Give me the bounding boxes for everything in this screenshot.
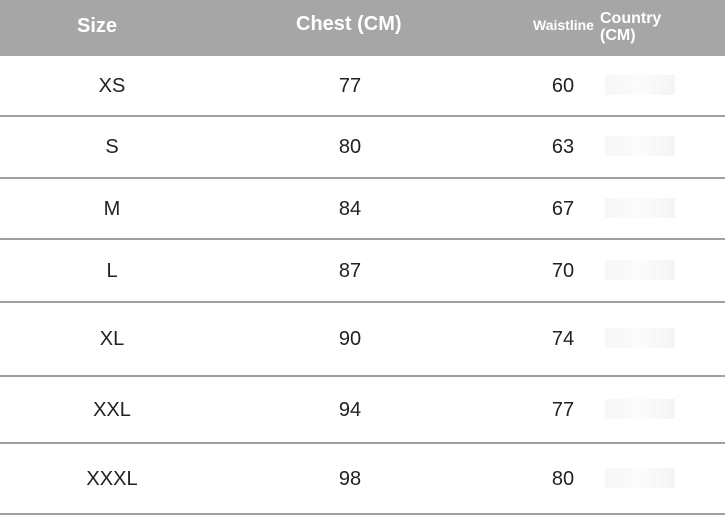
cell-waist: 63 — [551, 136, 575, 158]
cell-waist: 74 — [551, 328, 575, 350]
cell-size: M — [103, 197, 121, 220]
table-row: XXXL 98 80 — [0, 444, 725, 515]
table-row: XXL 94 77 — [0, 377, 725, 444]
header-size: Size — [77, 15, 118, 37]
cell-chest: 94 — [338, 398, 362, 421]
cell-waist: 60 — [551, 74, 575, 97]
header-waistline: Waistline — [533, 17, 594, 33]
cell-size: XL — [99, 328, 125, 350]
table-row: XL 90 74 — [0, 303, 725, 377]
header-country: Country (CM) — [600, 10, 662, 44]
blurred-cell — [605, 74, 675, 95]
cell-size: S — [105, 136, 119, 158]
cell-chest: 87 — [338, 259, 362, 282]
cell-size: XS — [98, 74, 126, 97]
table-row: L 87 70 — [0, 240, 725, 303]
cell-waist: 80 — [551, 467, 575, 490]
cell-chest: 77 — [338, 74, 362, 97]
blurred-cell — [605, 136, 675, 156]
cell-size: XXL — [93, 398, 131, 421]
blurred-cell — [605, 328, 675, 348]
blurred-cell — [605, 259, 675, 280]
cell-chest: 84 — [338, 197, 362, 220]
table-row: XS 77 60 — [0, 56, 725, 117]
cell-waist: 77 — [551, 398, 575, 421]
cell-chest: 98 — [338, 467, 362, 490]
cell-waist: 67 — [551, 197, 575, 220]
cell-size: XXXL — [86, 467, 138, 490]
table-row: S 80 63 — [0, 117, 725, 179]
cell-size: L — [106, 259, 118, 282]
cell-chest: 80 — [338, 136, 362, 158]
blurred-cell — [605, 467, 675, 488]
table-header: Size Chest (CM) Waistline Country (CM) — [0, 0, 725, 56]
cell-waist: 70 — [551, 259, 575, 282]
header-chest: Chest (CM) — [296, 13, 402, 35]
table-row: M 84 67 — [0, 179, 725, 240]
cell-chest: 90 — [338, 328, 362, 350]
blurred-cell — [605, 197, 675, 218]
blurred-cell — [605, 398, 675, 419]
